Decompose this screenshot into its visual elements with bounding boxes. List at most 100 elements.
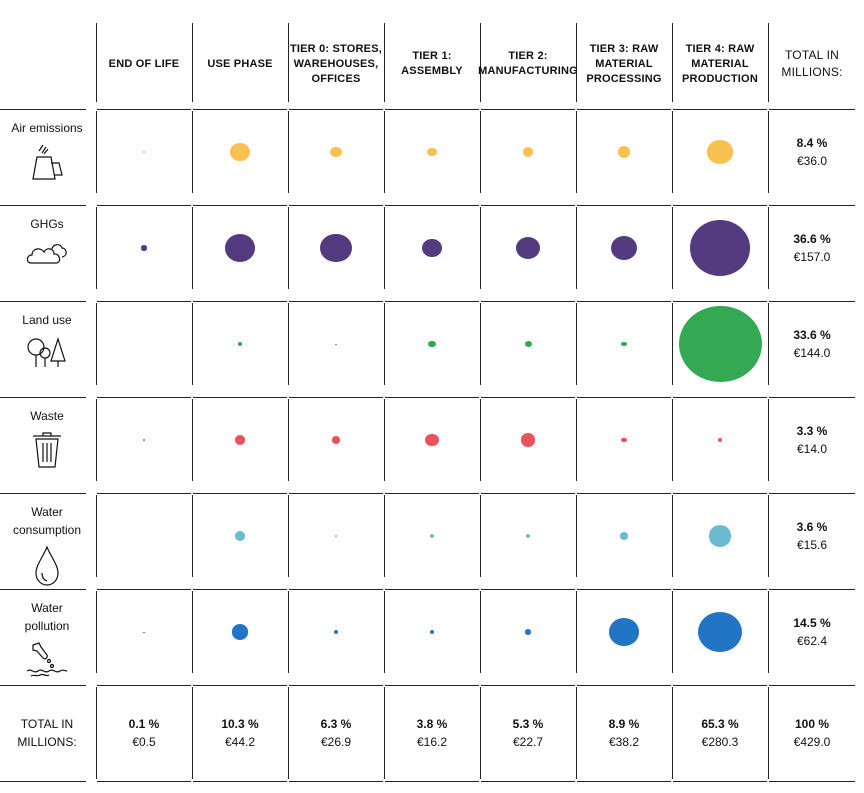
- grid-line-v: [384, 303, 385, 385]
- row-label: Water pollution: [24, 601, 70, 633]
- grid-line-v: [576, 207, 577, 289]
- grid-line-h: [193, 109, 287, 110]
- grid-line-v: [288, 687, 289, 779]
- column-total-percent: 10.3 %: [221, 717, 259, 731]
- grid-line-h: [97, 685, 191, 686]
- grid-line-h: [577, 589, 671, 590]
- row-total: 3.3 % €14.0: [769, 422, 855, 458]
- matrix-cell: [97, 207, 191, 289]
- bubble-mark: [332, 436, 340, 444]
- grid-line-h: [673, 397, 767, 398]
- bubble-mark: [230, 143, 250, 161]
- grid-line-h: [97, 205, 191, 206]
- matrix-cell: [673, 111, 767, 193]
- grid-line-v: [192, 207, 193, 289]
- grid-line-v: [480, 399, 481, 481]
- grid-line-v: [576, 23, 577, 102]
- grid-line-h: [481, 493, 575, 494]
- grid-line-h: [289, 685, 383, 686]
- matrix-cell: [577, 495, 671, 577]
- bubble-mark: [621, 437, 627, 443]
- grid-line-h: [673, 301, 767, 302]
- bubble-mark: [330, 146, 342, 158]
- grid-line-h: [577, 781, 671, 782]
- water-pollution-icon: [0, 641, 94, 682]
- grid-line-h: [577, 205, 671, 206]
- matrix-cell: [289, 495, 383, 577]
- grid-line-v: [672, 591, 673, 673]
- matrix-cell: [577, 303, 671, 385]
- column-total-percent: 6.3 %: [320, 717, 352, 731]
- bubble-mark: [142, 438, 146, 442]
- row-total-percent: 36.6 %: [793, 232, 831, 246]
- grid-line-h: [0, 109, 86, 110]
- row-total-amount: €157.0: [793, 250, 831, 264]
- grid-line-v: [480, 687, 481, 779]
- grid-line-h: [289, 205, 383, 206]
- grid-line-h: [673, 589, 767, 590]
- column-header: TIER 3: RAW MATERIAL PROCESSING: [586, 42, 662, 85]
- matrix-cell: [385, 111, 479, 193]
- grid-line-h: [769, 493, 855, 494]
- row-header: Land use: [0, 311, 94, 374]
- matrix-cell: [577, 207, 671, 289]
- grid-line-v: [96, 687, 97, 779]
- grid-line-h: [769, 301, 855, 302]
- grid-line-h: [577, 397, 671, 398]
- grid-line-v: [192, 591, 193, 673]
- water-drop-icon: [0, 545, 94, 592]
- row-label: Air emissions: [11, 121, 83, 135]
- grid-line-v: [768, 495, 769, 577]
- bubble-mark: [525, 534, 531, 538]
- bubble-mark: [234, 530, 246, 542]
- grid-line-v: [576, 399, 577, 481]
- grid-line-v: [192, 399, 193, 481]
- bubble-mark: [617, 146, 631, 158]
- bubble-mark: [609, 618, 639, 646]
- row-total-amount: €15.6: [796, 538, 828, 552]
- matrix-cell: [481, 495, 575, 577]
- column-total: 6.3 % €26.9: [289, 715, 383, 751]
- grid-line-h: [97, 493, 191, 494]
- grid-line-h: [769, 109, 855, 110]
- grid-line-h: [481, 397, 575, 398]
- column-total: 10.3 % €44.2: [193, 715, 287, 751]
- matrix-cell: [97, 399, 191, 481]
- grid-line-h: [0, 781, 86, 782]
- grid-line-v: [768, 591, 769, 673]
- matrix-cell: [577, 399, 671, 481]
- grid-line-h: [97, 301, 191, 302]
- bubble-mark: [621, 341, 627, 347]
- grid-line-h: [385, 205, 479, 206]
- bubble-mark: [515, 236, 541, 260]
- grid-line-h: [289, 589, 383, 590]
- grid-line-v: [672, 207, 673, 289]
- grid-line-h: [769, 397, 855, 398]
- column-total-amount: €44.2: [224, 735, 256, 749]
- grand-total: 100 % €429.0: [769, 715, 855, 751]
- grid-line-v: [672, 495, 673, 577]
- grid-line-v: [96, 207, 97, 289]
- bubble-mark: [224, 233, 256, 263]
- grid-line-v: [768, 207, 769, 289]
- matrix-cell: [97, 591, 191, 673]
- grid-line-h: [673, 205, 767, 206]
- grid-line-v: [288, 495, 289, 577]
- grid-line-v: [576, 303, 577, 385]
- grid-line-h: [193, 397, 287, 398]
- bubble-mark: [524, 629, 532, 635]
- grid-line-h: [577, 493, 671, 494]
- grid-line-h: [769, 589, 855, 590]
- matrix-cell: [193, 399, 287, 481]
- grid-line-h: [673, 685, 767, 686]
- grid-line-h: [193, 589, 287, 590]
- grid-line-v: [192, 495, 193, 577]
- grid-line-h: [193, 205, 287, 206]
- matrix-cell: [673, 591, 767, 673]
- grid-line-h: [193, 685, 287, 686]
- bubble-mark: [610, 235, 638, 261]
- column-header: TIER 2: MANUFACTURING: [478, 50, 578, 77]
- matrix-cell: [385, 495, 479, 577]
- matrix-cell: [289, 303, 383, 385]
- column-total: 0.1 % €0.5: [97, 715, 191, 751]
